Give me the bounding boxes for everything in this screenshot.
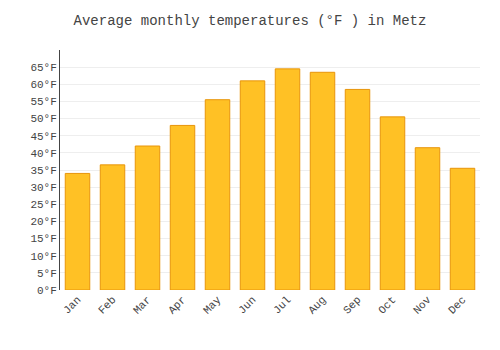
svg-text:15°F: 15°F [30, 233, 56, 245]
svg-text:Feb: Feb [96, 294, 118, 316]
svg-text:35°F: 35°F [30, 165, 56, 177]
svg-text:Jul: Jul [271, 294, 293, 316]
svg-text:40°F: 40°F [30, 148, 56, 160]
svg-text:20°F: 20°F [30, 216, 56, 228]
svg-text:0°F: 0°F [37, 285, 57, 297]
svg-text:30°F: 30°F [30, 182, 56, 194]
svg-text:Dec: Dec [446, 294, 468, 316]
svg-text:Nov: Nov [411, 294, 434, 317]
svg-text:Jan: Jan [61, 294, 83, 316]
svg-text:65°F: 65°F [30, 62, 56, 74]
svg-text:Sep: Sep [341, 294, 363, 316]
svg-text:60°F: 60°F [30, 79, 56, 91]
svg-text:Oct: Oct [376, 294, 398, 316]
svg-text:10°F: 10°F [30, 251, 56, 263]
svg-text:Apr: Apr [166, 294, 188, 316]
svg-text:May: May [201, 294, 224, 317]
svg-text:50°F: 50°F [30, 113, 56, 125]
svg-text:Average monthly temperatures (: Average monthly temperatures (°F ) in Me… [74, 13, 427, 29]
svg-text:25°F: 25°F [30, 199, 56, 211]
svg-text:55°F: 55°F [30, 96, 56, 108]
svg-text:Jun: Jun [236, 294, 258, 316]
svg-text:Aug: Aug [306, 294, 328, 316]
svg-text:5°F: 5°F [37, 268, 57, 280]
svg-text:Mar: Mar [131, 294, 153, 316]
svg-text:45°F: 45°F [30, 131, 56, 143]
